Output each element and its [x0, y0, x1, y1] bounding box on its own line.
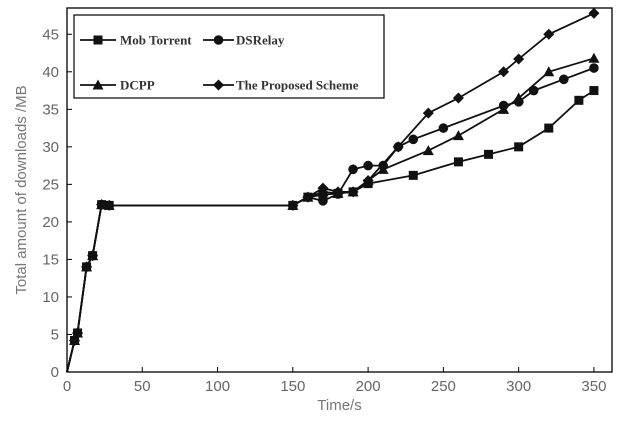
legend: Mob Torrent DSRelay DCPP The Proposed Schem…: [73, 14, 385, 99]
data-point: [589, 86, 599, 96]
data-point: [588, 7, 600, 19]
data-point: [513, 92, 525, 103]
legend-label: DCPP: [120, 78, 155, 93]
data-point: [317, 182, 329, 194]
data-point: [363, 160, 373, 171]
data-point: [103, 199, 115, 211]
y-tick-label: 25: [42, 176, 59, 193]
data-point: [513, 53, 525, 65]
data-point: [452, 92, 464, 104]
y-tick-label: 0: [51, 364, 59, 381]
x-tick-label: 150: [280, 378, 305, 395]
series-layer: [66, 7, 600, 373]
data-point: [348, 164, 358, 175]
data-point: [318, 196, 328, 206]
data-point: [422, 107, 434, 119]
data-point: [543, 28, 555, 40]
data-point: [498, 103, 510, 114]
data-point: [408, 170, 418, 180]
data-point: [287, 199, 299, 211]
y-tick-label: 10: [42, 289, 59, 306]
data-point: [302, 191, 314, 203]
data-point: [452, 130, 464, 141]
x-tick-label: 100: [205, 378, 230, 395]
y-tick-label: 20: [42, 214, 59, 231]
x-axis-title: Time/s: [317, 397, 361, 414]
x-tick-label: 250: [431, 378, 456, 395]
legend-item: DCPP: [80, 78, 155, 93]
data-point: [588, 52, 600, 63]
data-point: [72, 327, 84, 339]
x-tick-label: 200: [356, 378, 381, 395]
series-dcpp: [66, 52, 600, 373]
legend-item: The Proposed Scheme: [203, 78, 359, 93]
series-line: [66, 67, 595, 373]
x-tick-label: 300: [506, 378, 531, 395]
data-point: [377, 163, 389, 174]
x-tick-label: 50: [134, 378, 151, 395]
x-tick-label: 0: [63, 378, 71, 395]
y-tick-label: 15: [42, 251, 59, 268]
series-line: [66, 89, 595, 373]
data-point: [453, 157, 463, 167]
plot-frame: [66, 7, 613, 373]
series-mob-torrent: [66, 86, 599, 373]
data-point: [362, 175, 374, 187]
legend-marker: [213, 79, 224, 91]
legend-marker: [213, 35, 224, 45]
y-tick-label: 30: [42, 139, 59, 156]
data-point: [438, 123, 449, 133]
data-point: [408, 134, 419, 145]
data-point: [87, 250, 99, 262]
series-dsrelay: [66, 63, 599, 373]
legend-label: Mob Torrent: [120, 33, 192, 48]
legend-marker: [92, 79, 104, 90]
legend-item: DSRelay: [203, 33, 285, 48]
data-point: [574, 95, 584, 105]
data-point: [484, 149, 494, 159]
data-point: [589, 63, 599, 73]
data-point: [544, 123, 554, 133]
data-point: [332, 186, 344, 198]
data-point: [514, 142, 524, 152]
legend-marker: [93, 35, 103, 45]
y-tick-label: 45: [42, 26, 59, 43]
data-point: [559, 74, 569, 85]
y-tick-label: 40: [42, 64, 59, 81]
x-tick-label: 350: [581, 378, 606, 395]
series-line: [66, 57, 595, 373]
series-the-proposed-scheme: [66, 7, 600, 373]
data-point: [498, 66, 510, 78]
data-point: [347, 186, 359, 198]
y-axis-title: Total amount of downloads /MB: [13, 85, 30, 294]
legend-item: Mob Torrent: [80, 33, 192, 48]
legend-label: DSRelay: [236, 33, 285, 48]
y-tick-label: 35: [42, 101, 59, 118]
data-point: [392, 141, 404, 153]
tick-layer: 0 50 100 150 200 250 300 350 0 5 10 15 20 25 30 35 40 45: [42, 26, 606, 395]
data-point: [543, 66, 555, 77]
y-tick-label: 5: [51, 326, 59, 343]
data-point: [96, 199, 108, 211]
data-point: [422, 145, 434, 156]
legend-label: The Proposed Scheme: [236, 78, 359, 93]
data-point: [81, 261, 93, 273]
